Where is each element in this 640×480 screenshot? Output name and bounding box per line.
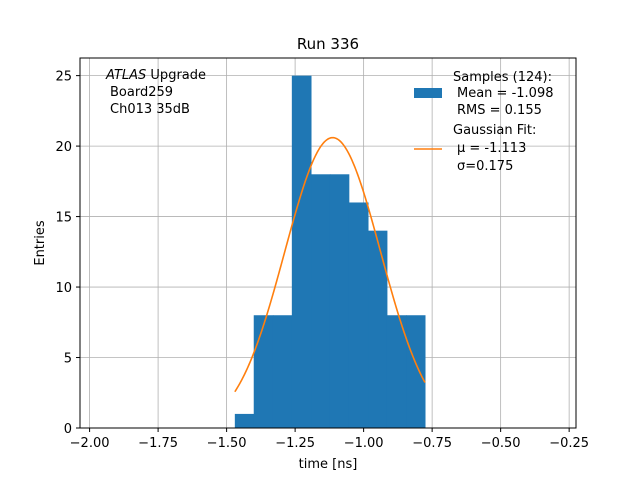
x-tick-label: −1.75 [138, 436, 178, 451]
histogram-bar [386, 315, 407, 428]
histogram-bar [253, 315, 274, 428]
legend-fit-sigma: σ=0.175 [457, 159, 513, 174]
y-tick-label: 25 [55, 70, 72, 85]
histogram-bar [406, 315, 426, 428]
histogram-bars [234, 75, 426, 428]
x-axis-ticks: −2.00 −1.75 −1.50 −1.25 −1.00 −0.75 −0.50 −0.25 [70, 428, 589, 451]
legend-samples-rms: RMS = 0.155 [457, 103, 542, 118]
y-tick-label: 0 [64, 422, 72, 437]
histogram-bar [234, 413, 255, 428]
annotation-channel: Ch013 35dB [110, 102, 190, 117]
histogram-bar [368, 230, 388, 428]
y-tick-label: 5 [64, 352, 72, 367]
histogram-bar [272, 315, 293, 428]
legend-samples-swatch [414, 88, 442, 98]
upgrade-label: Upgrade [150, 68, 206, 83]
x-tick-label: −0.75 [412, 436, 452, 451]
x-axis-label: time [ns] [299, 457, 358, 472]
y-tick-label: 10 [55, 281, 72, 296]
annotation-board: Board259 [110, 85, 173, 100]
gaussian-fit-curve [234, 136, 426, 393]
y-tick-label: 15 [55, 211, 72, 226]
x-tick-label: −0.25 [549, 436, 589, 451]
legend-fit-mu: μ = -1.113 [457, 141, 526, 156]
y-axis-label: Entries [33, 220, 48, 266]
x-tick-label: −0.50 [481, 436, 521, 451]
legend-samples-mean: Mean = -1.098 [457, 86, 553, 101]
x-tick-label: −1.50 [207, 436, 247, 451]
legend-samples-title: Samples (124): [453, 70, 552, 85]
legend-fit-title: Gaussian Fit: [453, 123, 536, 138]
x-tick-label: −2.00 [70, 436, 110, 451]
y-tick-label: 20 [55, 140, 72, 155]
y-axis-ticks: 0 5 10 15 20 25 [55, 70, 80, 437]
x-tick-label: −1.00 [344, 436, 384, 451]
histogram-bar [311, 174, 331, 428]
histogram-bar [329, 174, 350, 428]
annotation-line-1: ATLAS Upgrade [105, 68, 206, 83]
histogram-bar [348, 202, 369, 428]
plot-frame [79, 57, 577, 429]
histogram-bar [291, 75, 312, 428]
chart-title: Run 336 [297, 35, 359, 53]
atlas-label: ATLAS [105, 68, 146, 83]
x-tick-label: −1.25 [275, 436, 315, 451]
